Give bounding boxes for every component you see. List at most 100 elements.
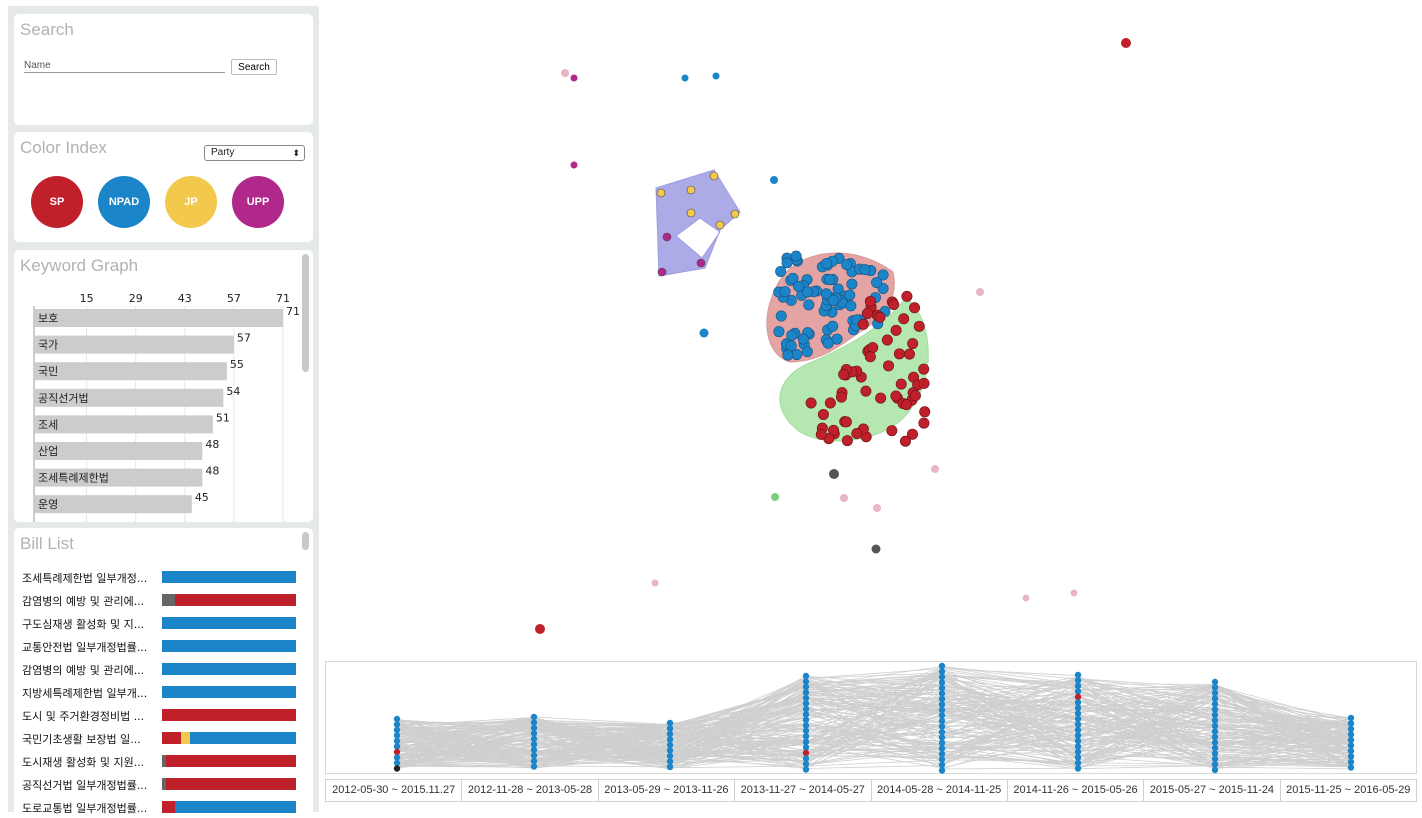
timeline-node[interactable] [802, 749, 810, 757]
graph-node[interactable] [835, 391, 847, 403]
graph-node[interactable] [900, 399, 912, 411]
timeline-node[interactable] [393, 721, 401, 728]
timeline-node[interactable] [1347, 714, 1355, 722]
graph-node[interactable] [779, 286, 791, 298]
bill-list-item[interactable]: 조세특례제한법 일부개정... [22, 568, 304, 586]
graph-node[interactable] [771, 493, 779, 501]
timeline-node[interactable] [1211, 689, 1219, 697]
graph-node[interactable] [570, 161, 578, 169]
graph-node[interactable] [775, 310, 787, 322]
graph-node[interactable] [901, 290, 913, 302]
timeline-node[interactable] [530, 724, 538, 732]
graph-node[interactable] [822, 337, 834, 349]
graph-node[interactable] [782, 349, 794, 361]
timeline-node[interactable] [393, 754, 401, 761]
timeline-node[interactable] [802, 727, 810, 735]
timeline-node[interactable] [530, 741, 538, 748]
timeline-node[interactable] [1347, 747, 1355, 755]
period-cell[interactable]: 2013-05-29 ~ 2013-11-26 [597, 779, 735, 802]
graph-node[interactable] [918, 363, 930, 375]
timeline-node[interactable] [1074, 721, 1082, 728]
period-cell[interactable]: 2014-11-26 ~ 2015-05-26 [1006, 779, 1144, 802]
graph-node[interactable] [815, 428, 827, 440]
graph-node[interactable] [838, 368, 850, 380]
timeline-node[interactable] [393, 748, 401, 756]
timeline-node[interactable] [1074, 671, 1082, 679]
timeline-node[interactable] [1347, 725, 1355, 733]
timeline-node[interactable] [938, 706, 946, 714]
graph-node[interactable] [871, 276, 883, 288]
graph-node[interactable] [824, 397, 836, 409]
timeline-node[interactable] [1211, 706, 1219, 713]
bill-list-item[interactable]: 도시 및 주거환경정비법 ... [22, 706, 304, 724]
timeline-node[interactable] [938, 728, 946, 736]
graph-node[interactable] [895, 378, 907, 390]
period-cell[interactable]: 2012-05-30 ~ 2015.11.27 [325, 779, 462, 802]
timeline-node[interactable] [938, 750, 946, 758]
timeline-node[interactable] [1347, 720, 1355, 727]
graph-node[interactable] [877, 269, 889, 281]
timeline-node[interactable] [393, 765, 401, 772]
timeline-node[interactable] [393, 759, 401, 767]
timeline-node[interactable] [1074, 710, 1082, 717]
timeline-node[interactable] [530, 735, 538, 743]
timeline-node[interactable] [802, 711, 810, 718]
graph-node[interactable] [535, 624, 545, 634]
timeline-node[interactable] [1347, 764, 1355, 771]
timeline-node[interactable] [938, 723, 946, 730]
timeline-node[interactable] [1074, 732, 1082, 739]
graph-node[interactable] [857, 318, 869, 330]
timeline-node[interactable] [1074, 693, 1082, 701]
period-cell[interactable]: 2015-05-27 ~ 2015-11-24 [1143, 779, 1280, 802]
timeline-node[interactable] [938, 690, 946, 697]
timeline-node[interactable] [938, 739, 946, 747]
search-button[interactable]: Search [231, 59, 277, 75]
graph-node[interactable] [820, 288, 832, 300]
period-cell[interactable]: 2015-11-25 ~ 2016-05-29 [1279, 779, 1417, 802]
timeline-node[interactable] [802, 733, 810, 740]
graph-node[interactable] [686, 208, 696, 218]
bill-list-item[interactable]: 감염병의 예방 및 관리에... [22, 660, 304, 678]
timeline-node[interactable] [393, 737, 401, 745]
timeline-node[interactable] [938, 734, 946, 741]
timeline-node[interactable] [938, 717, 946, 725]
graph-node[interactable] [790, 250, 802, 262]
timeline-node[interactable] [802, 678, 810, 685]
period-cell[interactable]: 2014-05-28 ~ 2014-11-25 [870, 779, 1007, 802]
graph-node[interactable] [875, 392, 887, 404]
timeline-node[interactable] [1211, 739, 1219, 746]
graph-node[interactable] [1022, 594, 1030, 602]
graph-node[interactable] [874, 311, 886, 323]
timeline-node[interactable] [666, 752, 674, 760]
timeline-node[interactable] [802, 716, 810, 724]
timeline-node[interactable] [1074, 699, 1082, 706]
timeline-node[interactable] [802, 722, 810, 729]
timeline-node[interactable] [938, 695, 946, 703]
graph-node[interactable] [561, 69, 569, 77]
graph-node[interactable] [827, 294, 839, 306]
graph-node[interactable] [817, 409, 829, 421]
graph-node[interactable] [861, 308, 873, 320]
timeline-node[interactable] [1347, 731, 1355, 738]
timeline-node[interactable] [1074, 737, 1082, 745]
graph-node[interactable] [845, 300, 857, 312]
graph-node[interactable] [931, 465, 939, 473]
timeline-node[interactable] [530, 763, 538, 770]
timeline-node[interactable] [938, 756, 946, 763]
graph-node[interactable] [903, 348, 915, 360]
timeline-node[interactable] [530, 746, 538, 754]
timeline-node[interactable] [938, 767, 946, 774]
graph-node[interactable] [909, 302, 921, 314]
graph-node[interactable] [651, 579, 659, 587]
timeline-node[interactable] [1074, 754, 1082, 761]
graph-node[interactable] [844, 289, 856, 301]
graph-node[interactable] [841, 259, 853, 271]
graph-node[interactable] [1121, 38, 1131, 48]
timeline-node[interactable] [1074, 759, 1082, 767]
timeline-node[interactable] [1347, 758, 1355, 766]
graph-node[interactable] [864, 351, 876, 363]
timeline-node[interactable] [802, 766, 810, 773]
graph-node[interactable] [851, 427, 863, 439]
graph-node[interactable] [846, 278, 858, 290]
graph-node[interactable] [792, 280, 804, 292]
